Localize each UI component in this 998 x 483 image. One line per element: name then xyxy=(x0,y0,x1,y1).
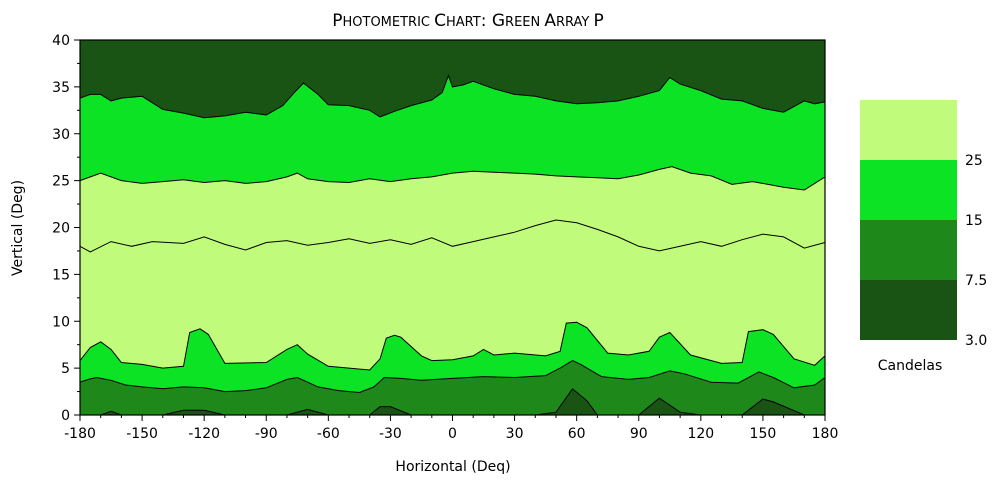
y-tick-label: 0 xyxy=(61,408,70,424)
legend-level-label: 15 xyxy=(965,213,983,229)
y-tick-label: 30 xyxy=(52,127,70,143)
x-tick-label: 150 xyxy=(750,426,777,442)
x-tick-label: -120 xyxy=(188,426,220,442)
legend-swatch xyxy=(860,220,957,280)
x-axis: -180 -150 -120 -90 -60 -30 0 30 60 90 120 150 180 xyxy=(64,415,838,442)
y-axis-label: Vertical (Deg) xyxy=(10,180,26,276)
legend-level-label: 7.5 xyxy=(965,273,987,289)
x-tick-label: -180 xyxy=(64,426,96,442)
x-tick-label: 0 xyxy=(448,426,457,442)
x-tick-label: -150 xyxy=(126,426,158,442)
contour-line-7_5-5 xyxy=(79,74,826,119)
x-tick-label: -30 xyxy=(379,426,402,442)
x-tick-label: 30 xyxy=(506,426,524,442)
legend: 25 15 7.5 3.0 xyxy=(860,100,987,349)
x-tick-label: -60 xyxy=(317,426,340,442)
y-tick-label: 15 xyxy=(52,267,70,283)
x-tick-label: 90 xyxy=(630,426,648,442)
y-axis: 0 5 10 15 20 25 30 35 40 xyxy=(52,33,80,424)
legend-swatch xyxy=(860,160,957,220)
contour-line-15-4 xyxy=(79,166,826,191)
contour-band-top-3_0 xyxy=(80,40,825,118)
y-tick-label: 20 xyxy=(52,221,70,237)
legend-swatch xyxy=(860,280,957,340)
x-tick-label: -90 xyxy=(255,426,278,442)
x-tick-label: 180 xyxy=(812,426,839,442)
contour-line-7_5-1 xyxy=(79,360,826,394)
x-axis-label: Horizontal (Deq) xyxy=(395,459,510,475)
legend-swatch xyxy=(860,100,957,160)
x-tick-label: 120 xyxy=(687,426,714,442)
contour-line-25-3 xyxy=(79,219,826,253)
x-tick-label: 60 xyxy=(568,426,586,442)
legend-level-label: 25 xyxy=(965,153,983,169)
y-tick-label: 5 xyxy=(61,361,70,377)
contour-fills xyxy=(80,40,825,415)
legend-level-label: 3.0 xyxy=(965,333,987,349)
y-tick-label: 35 xyxy=(52,80,70,96)
y-tick-label: 40 xyxy=(52,33,70,49)
y-tick-label: 25 xyxy=(52,174,70,190)
legend-title: Candelas xyxy=(878,358,943,374)
chart-title: PHOTOMETRIC CHART: GREEN ARRAY P xyxy=(332,11,604,31)
y-tick-label: 10 xyxy=(52,314,70,330)
contour-line-15-2 xyxy=(79,321,826,371)
